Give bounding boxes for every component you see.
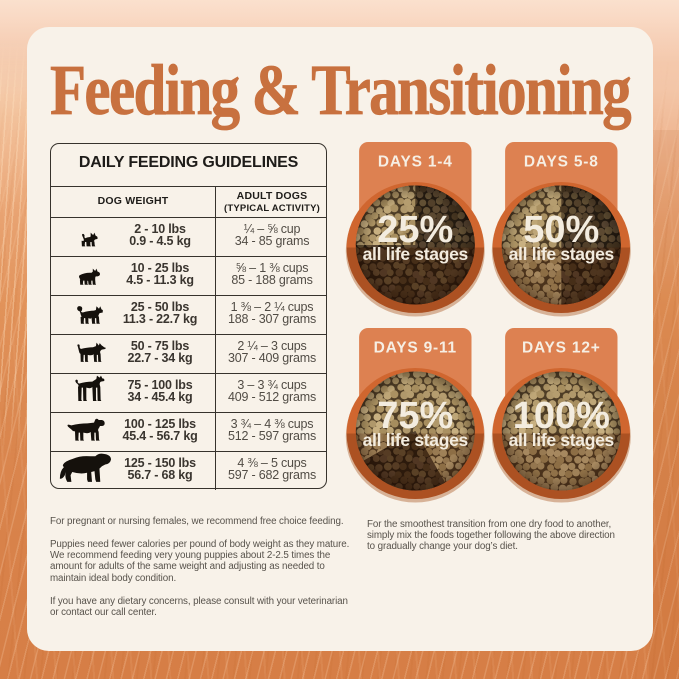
svg-text:all life stages: all life stages xyxy=(509,244,615,264)
svg-text:DAYS 12+: DAYS 12+ xyxy=(522,340,601,357)
svg-text:DAYS 9-11: DAYS 9-11 xyxy=(374,340,457,357)
svg-text:50%: 50% xyxy=(523,209,599,251)
svg-text:DAYS 1-4: DAYS 1-4 xyxy=(378,154,453,171)
svg-text:100%: 100% xyxy=(513,395,610,437)
svg-text:all life stages: all life stages xyxy=(363,430,469,450)
svg-text:all life stages: all life stages xyxy=(363,244,469,264)
svg-text:75%: 75% xyxy=(377,395,453,437)
svg-text:25%: 25% xyxy=(377,209,453,251)
svg-text:all life stages: all life stages xyxy=(509,430,615,450)
svg-text:DAYS 5-8: DAYS 5-8 xyxy=(524,154,599,171)
